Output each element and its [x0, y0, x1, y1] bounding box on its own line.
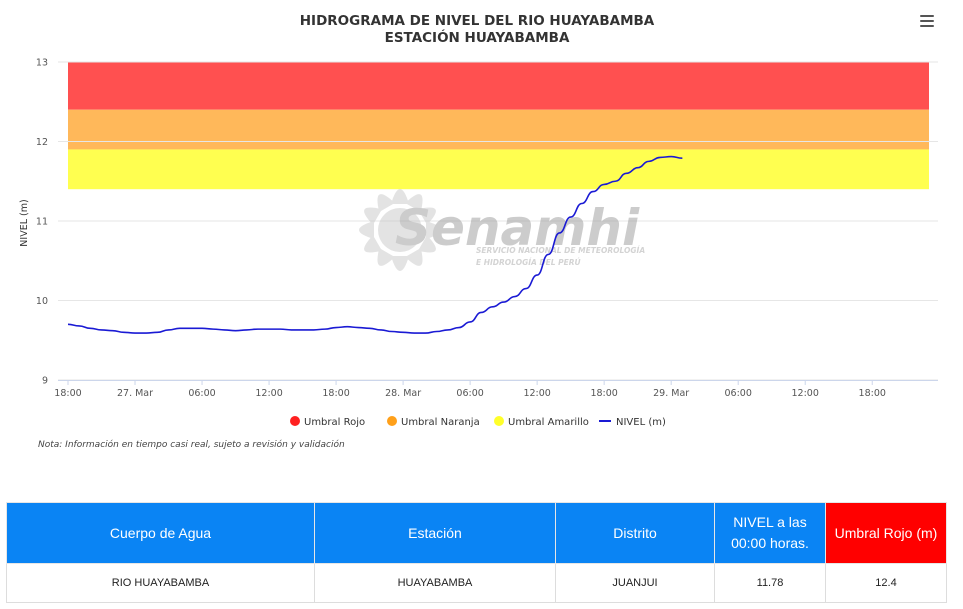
legend-label: NIVEL (m) — [616, 417, 666, 428]
legend-symbol — [387, 416, 397, 426]
y-tick-label: 9 — [42, 376, 48, 387]
y-tick-label: 12 — [36, 137, 48, 148]
watermark-ray — [359, 221, 374, 239]
x-tick-label: 18:00 — [54, 388, 81, 399]
x-tick-label: 18:00 — [859, 388, 886, 399]
band-umbral-rojo — [68, 62, 929, 110]
legend-label: Umbral Naranja — [401, 417, 480, 428]
x-tick-label: 12:00 — [255, 388, 282, 399]
y-axis-label: NIVEL (m) — [19, 199, 30, 246]
legend-item-umbral-rojo[interactable]: Umbral Rojo — [290, 416, 365, 428]
header-nivel: NIVEL a las 00:00 horas. — [714, 502, 826, 564]
y-tick-label: 11 — [36, 217, 48, 228]
watermark-line2: E HIDROLOGÍA DEL PERÚ — [476, 258, 581, 267]
x-tick-label: 29. Mar — [653, 388, 689, 399]
watermark-ray — [391, 189, 409, 204]
x-tick-label: 12:00 — [523, 388, 550, 399]
header-estacion: Estación — [314, 502, 556, 564]
watermark-ray — [377, 248, 395, 266]
band-umbral-amarillo — [68, 149, 929, 190]
legend-label: Umbral Rojo — [304, 417, 365, 428]
cell-cuerpo-agua: RIO HUAYABAMBA — [6, 563, 315, 603]
watermark-ray — [391, 256, 409, 271]
legend-item-umbral-amarillo[interactable]: Umbral Amarillo — [494, 416, 589, 428]
band-umbral-naranja — [68, 109, 929, 150]
chart-subtitle: ESTACIÓN HUAYABAMBA — [385, 28, 570, 46]
watermark-line1: SERVICIO NACIONAL DE METEOROLOGÍA — [476, 246, 645, 255]
header-umbral-rojo: Umbral Rojo (m) — [825, 502, 947, 564]
watermark-ray — [426, 221, 441, 239]
senamhi-watermark: Senamhi SERVICIO NACIONAL DE METEOROLOGÍ… — [359, 189, 645, 271]
watermark-ray — [418, 207, 436, 225]
hydrograph-chart: HIDROGRAMA DE NIVEL DEL RIO HUAYABAMBA E… — [19, 13, 938, 428]
table-row: RIO HUAYABAMBA HUAYABAMBA JUANJUI 11.78 … — [6, 563, 947, 603]
legend-label: Umbral Amarillo — [508, 417, 589, 428]
series-line-nivel — [67, 155, 683, 334]
y-tick-label: 13 — [36, 58, 48, 69]
legend-item-nivel-m-[interactable]: NIVEL (m) — [599, 417, 666, 428]
table-header-row: Cuerpo de Agua Estación Distrito NIVEL a… — [6, 502, 947, 564]
x-tick-label: 27. Mar — [117, 388, 153, 399]
cell-estacion: HUAYABAMBA — [314, 563, 556, 603]
legend-symbol — [494, 416, 504, 426]
watermark-ray — [405, 194, 423, 212]
legend-symbol — [290, 416, 300, 426]
x-tick-label: 06:00 — [725, 388, 752, 399]
cell-nivel: 11.78 — [714, 563, 826, 603]
x-tick-label: 18:00 — [590, 388, 617, 399]
watermark-logo-text: Senamhi — [395, 199, 640, 257]
y-tick-label: 10 — [36, 296, 48, 307]
watermark-ray — [364, 207, 382, 225]
cell-umbral-rojo: 12.4 — [825, 563, 947, 603]
legend-item-umbral-naranja[interactable]: Umbral Naranja — [387, 416, 480, 428]
x-tick-label: 06:00 — [456, 388, 483, 399]
x-tick-label: 06:00 — [188, 388, 215, 399]
x-tick-label: 12:00 — [792, 388, 819, 399]
header-distrito: Distrito — [555, 502, 715, 564]
chart-note: Nota: Información en tiempo casi real, s… — [38, 440, 345, 450]
x-tick-label: 18:00 — [322, 388, 349, 399]
watermark-ray — [377, 194, 395, 212]
watermark-ray — [364, 235, 382, 253]
cell-distrito: JUANJUI — [555, 563, 715, 603]
watermark-ray — [405, 248, 423, 266]
chart-title: HIDROGRAMA DE NIVEL DEL RIO HUAYABAMBA — [300, 13, 655, 29]
header-cuerpo-agua: Cuerpo de Agua — [6, 502, 315, 564]
chart-menu-icon[interactable] — [920, 15, 934, 27]
station-table: Cuerpo de Agua Estación Distrito NIVEL a… — [6, 502, 947, 603]
watermark-ray — [418, 235, 436, 253]
x-tick-label: 28. Mar — [385, 388, 421, 399]
